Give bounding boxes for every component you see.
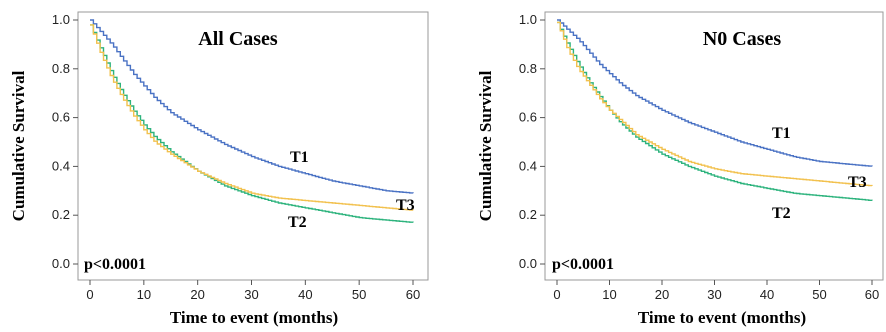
y-tick-label: 0.0 [519,256,537,271]
survival-curve-t3 [90,24,414,211]
survival-curve-t3 [557,21,873,187]
series-label-t3-n0-cases: T3 [848,174,867,191]
axes-n0-cases: 0 10 20 30 40 50 60 0.0 0.2 0.4 0.6 0.8 1.0 [519,12,879,302]
y-tick-label: 0.8 [519,61,537,76]
y-tick-label: 0.2 [519,207,537,222]
survival-curves-n0-cases [557,19,873,201]
x-tick-label: 40 [760,287,774,302]
series-label-t2-all-cases: T2 [288,214,307,231]
series-label-t1-all-cases: T1 [290,149,309,166]
survival-curves-all-cases [90,19,414,223]
survival-curve-t1 [557,19,873,167]
axes-all-cases: 0 10 20 30 40 50 60 0.0 0.2 0.4 0.6 0.8 1.0 [52,12,420,302]
series-label-t3-all-cases: T3 [396,197,415,214]
x-tick-label: 0 [553,287,560,302]
panel-n0-cases: 0 10 20 30 40 50 60 0.0 0.2 0.4 0.6 0.8 1.0 N0 Cases… [476,11,884,327]
x-axis-title-n0-cases: Time to event (months) [638,308,806,327]
panel-title-all-cases: All Cases [198,28,278,50]
y-tick-label: 1.0 [519,12,537,27]
y-tick-label: 0.8 [52,61,70,76]
x-tick-label: 30 [707,287,721,302]
y-tick-label: 0.4 [519,158,537,173]
p-value-all-cases: p<0.0001 [84,256,146,273]
series-label-t2-n0-cases: T2 [772,205,791,222]
series-label-t1-n0-cases: T1 [772,125,791,142]
y-tick-label: 0.2 [52,207,70,222]
panel-all-cases: 0 10 20 30 40 50 60 0.0 0.2 0.4 0.6 0.8 1.0 All Case… [9,11,429,327]
x-axis-title-all-cases: Time to event (months) [170,308,338,327]
survival-curve-t1 [90,19,414,194]
x-tick-label: 50 [352,287,366,302]
y-tick-label: 1.0 [52,12,70,27]
y-tick-label: 0.4 [52,158,70,173]
x-tick-label: 20 [655,287,669,302]
x-tick-label: 60 [865,287,879,302]
plot-frame-all-cases [77,11,429,281]
x-tick-label: 40 [298,287,312,302]
p-value-n0-cases: p<0.0001 [552,256,614,273]
x-tick-label: 50 [812,287,826,302]
y-tick-label: 0.6 [519,110,537,125]
x-tick-label: 10 [602,287,616,302]
y-tick-label: 0.6 [52,110,70,125]
plot-frame-n0-cases [544,11,884,281]
x-tick-label: 20 [190,287,204,302]
y-tick-label: 0.0 [52,256,70,271]
y-axis-title-all-cases: Cumulative Survival [9,70,28,221]
x-tick-label: 10 [137,287,151,302]
y-axis-title-n0-cases: Cumulative Survival [476,70,495,221]
x-tick-label: 60 [406,287,420,302]
panel-title-n0-cases: N0 Cases [703,28,782,50]
x-tick-label: 30 [244,287,258,302]
x-tick-label: 0 [86,287,93,302]
